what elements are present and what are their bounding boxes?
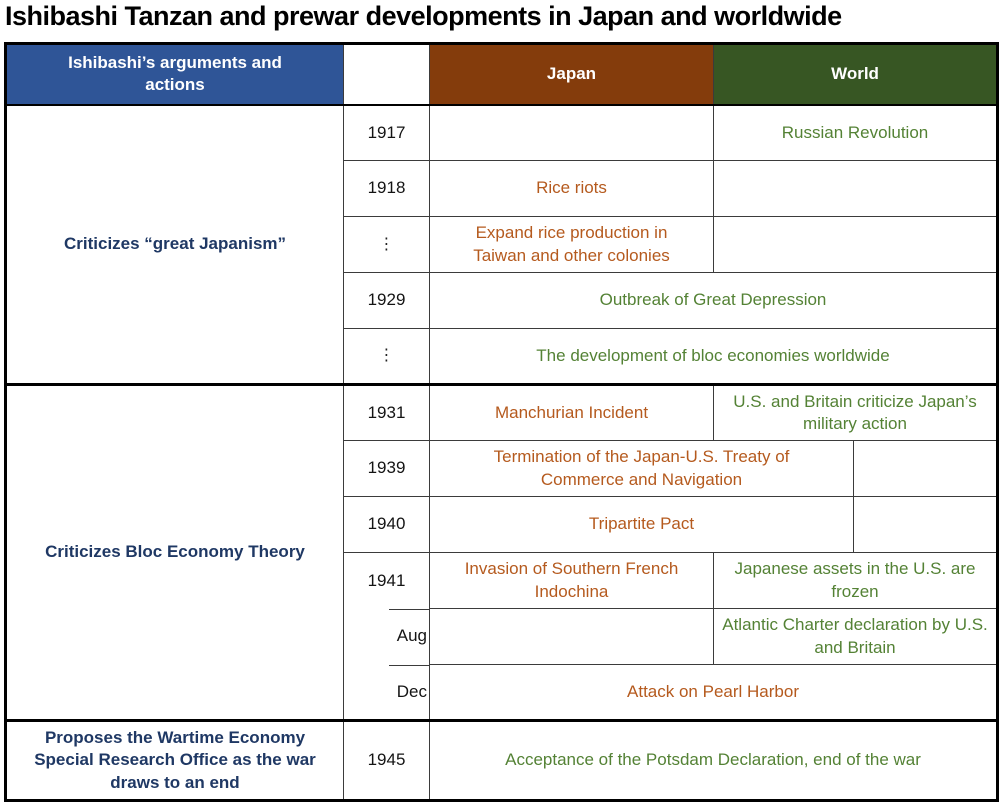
page-title: Ishibashi Tanzan and prewar developments… (5, 1, 842, 31)
wide-span-event-cell: Termination of the Japan-U.S. Treaty of … (429, 440, 854, 497)
row-1945: Proposes the Wartime Economy Special Res… (5, 720, 999, 801)
group-label-wartime-office: Proposes the Wartime Economy Special Res… (5, 720, 344, 801)
row-1917: Criticizes “great Japanism” 1917 Russian… (5, 104, 999, 386)
group-label-bloc-economy: Criticizes Bloc Economy Theory (5, 384, 344, 722)
empty-world-cell (852, 440, 999, 497)
japan-event-cell: Manchurian Incident (429, 384, 714, 441)
japan-event-cell (429, 608, 714, 665)
row-1939: 1939 Termination of the Japan-U.S. Treat… (6, 440, 999, 497)
year-cell: 1945 (343, 720, 430, 801)
row-1940: 1940 Tripartite Pact (6, 496, 999, 553)
header-world-cell: World (712, 43, 999, 106)
row-1931: Criticizes Bloc Economy Theory 1931 Manc… (5, 384, 999, 722)
row-1941-aug: Aug Atlantic Charter declaration by U.S.… (6, 608, 999, 665)
year-ellipsis-cell: ⋮ (343, 216, 430, 273)
japan-event-cell: Rice riots (429, 160, 714, 217)
row-1941: 1941 Invasion of Southern French Indochi… (6, 552, 999, 609)
group-label-great-japanism: Criticizes “great Japanism” (5, 104, 344, 386)
year-cell: 1939 (343, 440, 430, 497)
full-span-event-cell: Acceptance of the Potsdam Declaration, e… (428, 720, 999, 801)
year-cell: 1940 (343, 496, 430, 553)
row-1929: 1929 Outbreak of Great Depression (6, 272, 999, 329)
empty-world-cell (852, 496, 999, 553)
year-cell: 1917 (343, 104, 430, 161)
header-arguments-cell: Ishibashi’s arguments and actions (5, 43, 344, 106)
world-event-cell: Russian Revolution (712, 104, 999, 161)
month-cell: Dec (343, 664, 430, 722)
japan-event-cell (429, 104, 714, 161)
world-event-cell (712, 216, 999, 273)
row-dots-1: ⋮ Expand rice production in Taiwan and o… (6, 216, 999, 273)
year-cell: 1929 (343, 272, 430, 329)
year-cell: 1931 (343, 384, 430, 441)
world-event-cell: Atlantic Charter declaration by U.S. and… (712, 608, 999, 665)
year-ellipsis-cell: ⋮ (343, 328, 430, 386)
month-cell: Aug (343, 608, 430, 665)
timeline-table: Ishibashi’s arguments and actions Japan … (4, 42, 1000, 802)
full-span-event-cell: The development of bloc economies worldw… (428, 328, 999, 386)
year-cell: 1918 (343, 160, 430, 217)
japan-event-cell: Invasion of Southern French Indochina (429, 552, 714, 609)
world-event-cell (712, 160, 999, 217)
header-japan-cell: Japan (429, 43, 714, 106)
full-span-event-cell: Attack on Pearl Harbor (428, 664, 999, 722)
header-row: Ishibashi’s arguments and actions Japan … (5, 43, 999, 106)
header-year-cell (343, 43, 430, 106)
full-span-event-cell: Outbreak of Great Depression (428, 272, 999, 329)
world-event-cell: Japanese assets in the U.S. are frozen (712, 552, 999, 609)
world-event-cell: U.S. and Britain criticize Japan’s milit… (712, 384, 999, 441)
year-cell: 1941 (343, 552, 430, 609)
row-1941-dec: Dec Attack on Pearl Harbor (6, 664, 999, 722)
row-1918: 1918 Rice riots (6, 160, 999, 217)
row-dots-2: ⋮ The development of bloc economies worl… (6, 328, 999, 386)
japan-event-cell: Expand rice production in Taiwan and oth… (429, 216, 714, 273)
wide-span-event-cell: Tripartite Pact (429, 496, 854, 553)
